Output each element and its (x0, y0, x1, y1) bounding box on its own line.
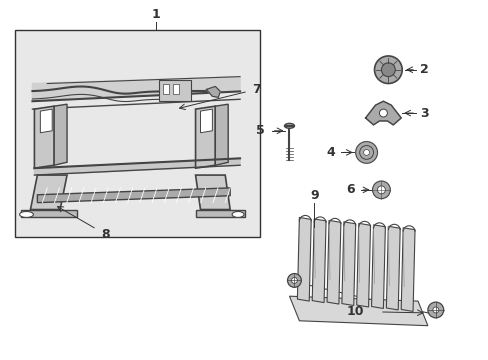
Text: 7: 7 (251, 83, 260, 96)
Bar (15, 30, 259, 237)
Polygon shape (371, 225, 385, 309)
Polygon shape (215, 104, 228, 165)
Text: 5: 5 (256, 124, 264, 137)
Circle shape (427, 302, 443, 318)
Ellipse shape (284, 123, 294, 128)
Bar (159, 80, 190, 101)
Circle shape (363, 149, 369, 156)
Text: 9: 9 (309, 189, 318, 202)
Polygon shape (386, 226, 399, 310)
Polygon shape (195, 106, 215, 168)
Circle shape (291, 278, 297, 283)
Polygon shape (195, 175, 230, 210)
Polygon shape (326, 220, 340, 304)
Polygon shape (200, 109, 212, 133)
Text: 3: 3 (419, 107, 427, 120)
Polygon shape (356, 223, 370, 307)
Bar (163, 85, 168, 94)
Polygon shape (365, 101, 400, 125)
Circle shape (432, 307, 438, 313)
Polygon shape (34, 158, 240, 175)
Circle shape (372, 181, 389, 199)
Polygon shape (54, 104, 67, 165)
Circle shape (287, 274, 301, 287)
Polygon shape (400, 228, 414, 311)
Polygon shape (34, 106, 54, 168)
Ellipse shape (20, 212, 33, 217)
Text: 6: 6 (346, 183, 354, 196)
Circle shape (377, 186, 385, 194)
Polygon shape (311, 219, 325, 302)
Text: 1: 1 (151, 8, 160, 21)
Polygon shape (41, 109, 52, 133)
Polygon shape (32, 77, 240, 101)
Ellipse shape (232, 212, 244, 217)
Circle shape (381, 63, 394, 77)
Circle shape (379, 109, 386, 117)
Text: 2: 2 (419, 63, 428, 76)
Text: 10: 10 (346, 305, 363, 319)
Polygon shape (341, 222, 355, 306)
Polygon shape (195, 210, 244, 217)
Polygon shape (30, 175, 67, 210)
Polygon shape (37, 188, 230, 203)
Polygon shape (206, 86, 220, 97)
Text: 4: 4 (325, 146, 334, 159)
Polygon shape (289, 296, 427, 326)
Polygon shape (20, 210, 77, 217)
Polygon shape (297, 217, 310, 301)
Circle shape (374, 56, 401, 84)
Text: 8: 8 (102, 228, 110, 240)
Bar (172, 85, 179, 94)
